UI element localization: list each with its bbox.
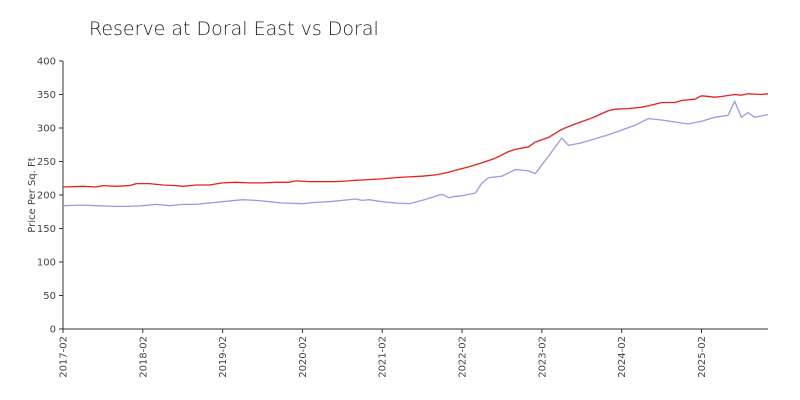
series-group (62, 93, 769, 208)
x-ticks: 2017-02 2018-02 2019-02 2020-02 2021-02 2022-… (59, 329, 708, 378)
y-tick-label: 350 (37, 90, 56, 101)
y-tick-label: 400 (37, 57, 56, 68)
x-tick-label: 2017-02 (59, 336, 70, 378)
y-tick-label: 0 (50, 325, 56, 336)
chart-title: Reserve at Doral East vs Doral (89, 18, 379, 40)
series-line-2 (62, 100, 769, 208)
y-tick-label: 300 (37, 124, 56, 135)
x-tick-label: 2023-02 (537, 336, 548, 378)
y-tick-label: 100 (37, 258, 56, 269)
x-tick-label: 2021-02 (378, 336, 389, 378)
x-tick-label: 2019-02 (218, 336, 229, 378)
x-tick-label: 2018-02 (138, 336, 149, 378)
series-line-1 (62, 93, 769, 188)
x-tick-label: 2022-02 (458, 336, 469, 378)
y-ticks: 0 50 100 150 200 250 300 350 400 (37, 57, 63, 336)
x-tick-label: 2025-02 (697, 336, 708, 378)
y-tick-label: 200 (37, 191, 56, 202)
y-tick-label: 150 (37, 224, 56, 235)
y-tick-label: 250 (37, 157, 56, 168)
y-axis-title: Price Per Sq. Ft (27, 157, 38, 232)
x-tick-label: 2024-02 (617, 336, 628, 378)
x-tick-label: 2020-02 (298, 336, 309, 378)
y-tick-label: 50 (43, 291, 56, 302)
